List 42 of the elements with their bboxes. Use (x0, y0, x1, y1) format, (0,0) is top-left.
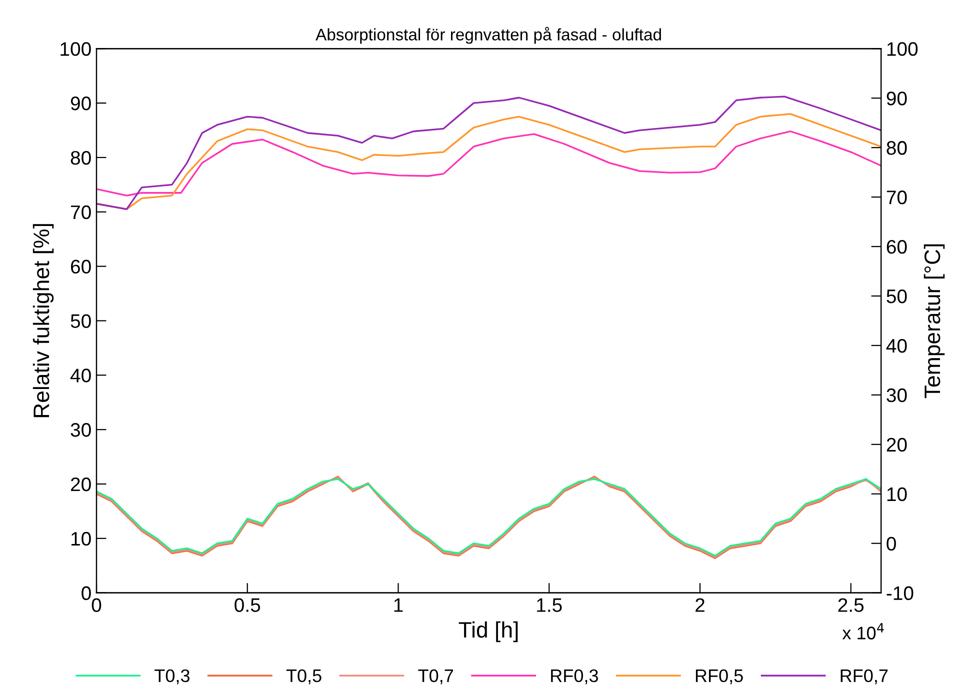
x-tick-label: 1 (394, 598, 403, 612)
y2-tick-label: 80 (886, 141, 907, 155)
legend-label: RF0,5 (696, 669, 743, 684)
y2-tick-label: 90 (886, 92, 907, 106)
x-axis-title: Tid [h] (458, 621, 518, 642)
legend-label: T0,7 (418, 669, 454, 684)
legend-label: T0,3 (154, 669, 190, 684)
legend-label: RF0,7 (840, 669, 888, 684)
y-axis-title: Relativ fuktighet [%] (32, 224, 54, 418)
y2-axis-title: Temperatur [°C] (924, 244, 945, 398)
x-tick-label: 2 (696, 598, 704, 612)
y2-tick-label: 50 (886, 289, 907, 304)
text: x 10$^{4}$ (842, 623, 884, 640)
y2-tick-label: 60 (886, 240, 907, 254)
y2-tick-label: 0 (886, 536, 896, 551)
legend-label: RF0,3 (551, 669, 598, 684)
y-tick-label: 40 (70, 368, 91, 382)
y-tick-label: 80 (70, 150, 91, 165)
x-tick-label: 0 (92, 598, 102, 612)
y2-tick-label: 70 (886, 190, 907, 204)
x-tick-label: 0.5 (234, 598, 260, 612)
y-tick-label: 90 (70, 96, 91, 110)
y2-tick-label: 40 (886, 338, 907, 353)
chart-title: Absorptionstal för regnvatten på fasad - oluftad (316, 26, 661, 44)
y-tick-label: 0 (82, 586, 91, 600)
y-tick-label: 10 (71, 532, 91, 546)
legend-label: T0,5 (286, 669, 322, 684)
x-tick-label: 2.5 (838, 598, 864, 612)
line-series (96, 130, 882, 196)
y2-tick-label: 30 (886, 388, 907, 402)
x-tick-label: 1.5 (537, 598, 562, 612)
y-tick-label: 30 (70, 423, 91, 437)
y2-tick-label: 100 (887, 42, 918, 56)
y-tick-label: 60 (71, 260, 91, 274)
y-tick-label: 100 (60, 42, 91, 56)
y2-tick-label: -10 (886, 586, 914, 600)
y2-tick-label: 10 (887, 487, 907, 502)
y-tick-label: 50 (70, 314, 91, 328)
y-tick-label: 20 (70, 477, 91, 492)
y-tick-label: 70 (71, 205, 91, 220)
line-series (96, 96, 882, 210)
y2-tick-label: 20 (886, 438, 907, 452)
